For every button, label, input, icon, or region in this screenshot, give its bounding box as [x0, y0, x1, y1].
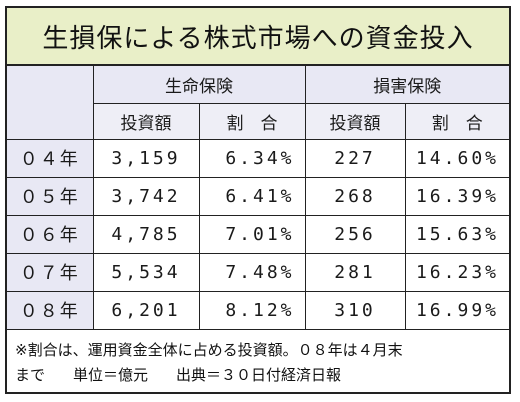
table-row: ０７年 5,534 7.48% 281 16.23% [7, 252, 509, 292]
footnote-unit: 単位＝億元 [73, 365, 149, 384]
life-ratio-cell: 6.34% [198, 138, 306, 178]
nonlife-ratio-cell: 16.23% [404, 252, 509, 292]
table-row: ０４年 3,159 6.34% 227 14.60% [7, 138, 509, 178]
nonlife-ratio-cell: 14.60% [404, 138, 509, 178]
data-table: 生命保険 損害保険 投資額 割 合 投資額 割 合 ０４年 3,159 6.34… [7, 66, 509, 330]
nonlife-ratio-cell: 16.99% [404, 290, 509, 330]
life-amount-cell: 3,159 [92, 138, 200, 178]
table-title: 生損保による株式市場への資金投入 [7, 8, 509, 66]
life-amount-cell: 3,742 [92, 176, 200, 216]
year-cell: ０５年 [7, 176, 94, 216]
table-row: ０８年 6,201 8.12% 310 16.99% [7, 290, 509, 330]
table-row: ０５年 3,742 6.41% 268 16.39% [7, 176, 509, 216]
table-card: 生損保による株式市場への資金投入 生命保険 損害保険 投資額 割 合 投資額 割… [5, 6, 511, 394]
year-cell: ０７年 [7, 252, 94, 292]
nonlife-amount-cell: 310 [304, 290, 406, 330]
col-header-life-amount: 投資額 [92, 102, 200, 140]
life-amount-cell: 5,534 [92, 252, 200, 292]
col-header-life-ratio: 割 合 [198, 102, 306, 140]
year-cell: ０４年 [7, 138, 94, 178]
year-cell: ０６年 [7, 214, 94, 254]
footnote-source: 出典＝３０日付経済日報 [176, 365, 342, 384]
col-header-nonlife-ratio: 割 合 [404, 102, 509, 140]
nonlife-amount-cell: 227 [304, 138, 406, 178]
year-cell: ０８年 [7, 290, 94, 330]
nonlife-ratio-cell: 15.63% [404, 214, 509, 254]
nonlife-amount-cell: 281 [304, 252, 406, 292]
footnote-line-1: ※割合は、運用資金全体に占める投資額。０８年は４月末 [15, 340, 403, 359]
col-header-nonlife-amount: 投資額 [304, 102, 406, 140]
nonlife-amount-cell: 256 [304, 214, 406, 254]
life-ratio-cell: 7.48% [198, 252, 306, 292]
life-ratio-cell: 8.12% [198, 290, 306, 330]
nonlife-amount-cell: 268 [304, 176, 406, 216]
nonlife-ratio-cell: 16.39% [404, 176, 509, 216]
life-amount-cell: 4,785 [92, 214, 200, 254]
life-amount-cell: 6,201 [92, 290, 200, 330]
life-ratio-cell: 6.41% [198, 176, 306, 216]
life-ratio-cell: 7.01% [198, 214, 306, 254]
table-row: ０６年 4,785 7.01% 256 15.63% [7, 214, 509, 254]
footnote: ※割合は、運用資金全体に占める投資額。０８年は４月末 まで 単位＝億元 出典＝３０日… [7, 330, 509, 388]
group-header-nonlife: 損害保険 [304, 66, 509, 104]
group-header-life: 生命保険 [92, 66, 306, 104]
footnote-line-2: まで 単位＝億元 出典＝３０日付経済日報 [15, 363, 501, 388]
footnote-period: まで [15, 365, 46, 384]
corner-cell [7, 66, 94, 140]
